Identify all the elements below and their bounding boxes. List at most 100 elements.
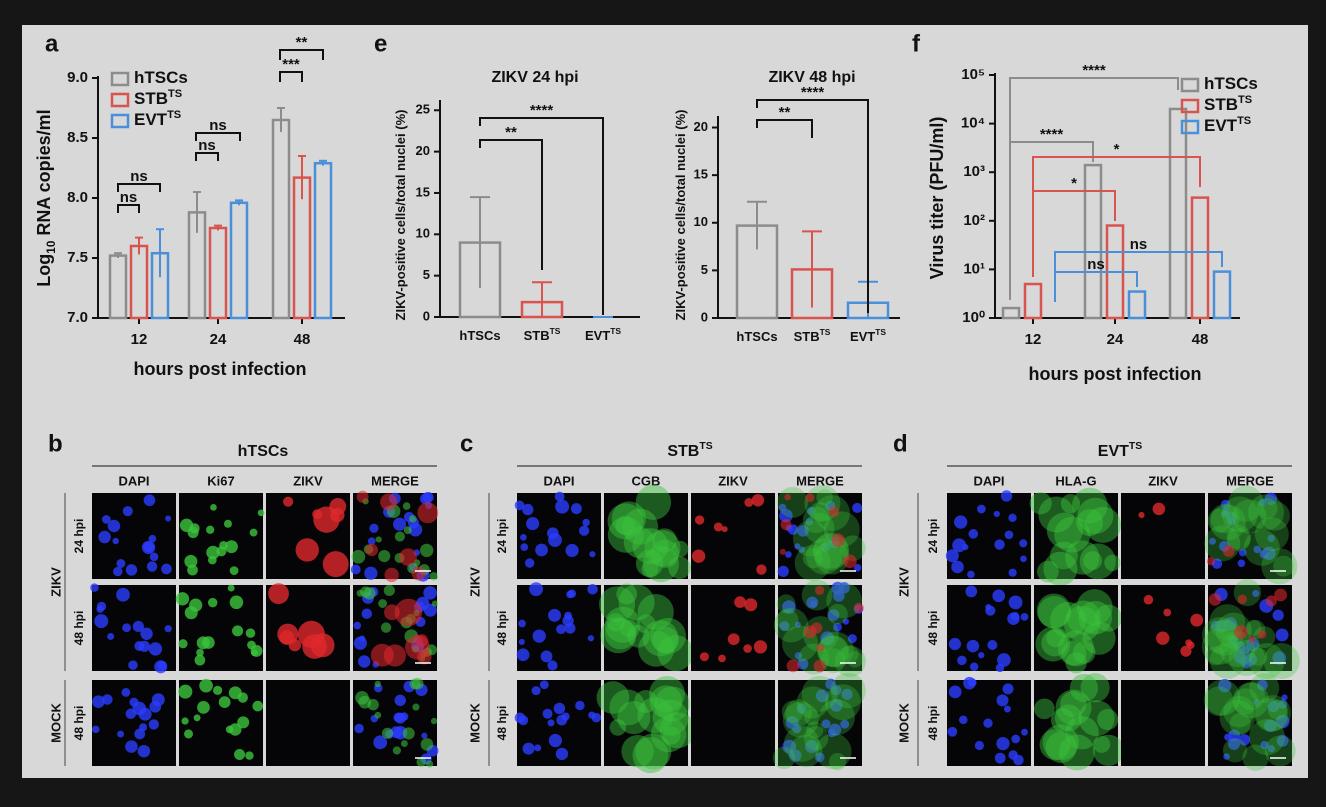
stain [1249,673,1280,704]
stain [378,550,391,563]
stain [635,733,672,770]
legend-swatch [1180,77,1200,93]
stain [1152,502,1166,516]
stain [1020,555,1027,563]
stain [514,500,525,511]
significance-label: ns [209,117,227,134]
x-tick-label: STBTS [794,327,831,344]
stain [141,540,156,555]
stain [154,660,168,674]
stain [1029,492,1052,515]
stain [1065,652,1087,674]
x-tick-label-sup: TS [550,326,561,336]
stain [1205,646,1225,666]
stain [952,538,967,553]
stain [1057,630,1094,667]
stain [125,564,138,576]
stain [353,621,362,630]
stain [1050,708,1075,733]
stain [1253,699,1261,706]
stain [1253,545,1262,554]
stain [963,676,976,690]
stain [369,523,379,533]
stain [782,739,797,754]
stain [516,648,530,662]
stain [1082,621,1116,655]
stain [257,509,265,517]
stain [578,525,590,536]
stain [830,672,866,709]
stain [373,735,388,750]
stain [1276,734,1289,747]
panel-title-sup: TS [1129,441,1142,452]
stain [143,494,156,507]
stain [805,493,815,503]
stain [743,644,752,653]
stain [1221,496,1258,533]
stain [1234,625,1248,639]
micrograph [266,680,350,766]
significance-label: ns [1130,236,1148,253]
stain [828,506,840,518]
significance-label: ** [505,124,517,141]
stain [1138,511,1145,519]
stain [354,723,364,734]
stain [744,598,758,612]
stain [529,582,544,597]
stain [1274,588,1287,602]
stain [548,533,562,548]
stain [582,518,590,527]
significance-label: * [1071,175,1077,192]
panel-letter: d [893,430,908,457]
stain [1010,611,1020,621]
stain [817,635,850,668]
legend-label: hTSCs [134,68,188,87]
stain [1237,594,1248,605]
stain [556,714,568,726]
stain [777,486,809,518]
stain [718,654,726,663]
stain [548,733,563,748]
stain [245,751,254,760]
significance-bracket [1032,190,1116,276]
stain [1061,640,1087,666]
stain [994,752,1006,764]
stain [122,623,131,633]
stain [1220,499,1231,510]
row-label: 24 hpi [495,519,509,554]
y-axis-label: ZIKV-positive cells/total nuclei (%) [673,110,688,321]
stain [1206,557,1216,566]
stain [1281,694,1288,701]
stain [794,543,801,550]
stain [1208,593,1222,606]
stain [784,493,792,501]
stain [1008,568,1017,577]
stain [814,540,849,575]
stain [358,635,366,642]
stain [641,560,659,578]
stain [842,618,850,625]
stain [232,625,244,637]
stain [399,548,417,566]
stain [122,506,133,517]
significance-label: ns [130,168,148,185]
x-tick-label-sup: TS [820,327,831,337]
stain [181,717,189,725]
column-label: CGB [632,473,661,488]
stain [622,508,659,545]
stain [831,581,845,595]
stain [227,584,235,592]
stain [149,552,159,562]
stain [403,526,412,535]
stain [518,619,526,628]
x-tick-label-main: EVT [585,328,610,343]
stain [128,660,138,670]
stain [618,584,655,621]
column-label: ZIKV [1148,473,1178,488]
stain [229,595,244,610]
stain [1209,642,1246,679]
column-label: MERGE [796,473,844,488]
stain [237,716,250,729]
stain [187,527,199,539]
